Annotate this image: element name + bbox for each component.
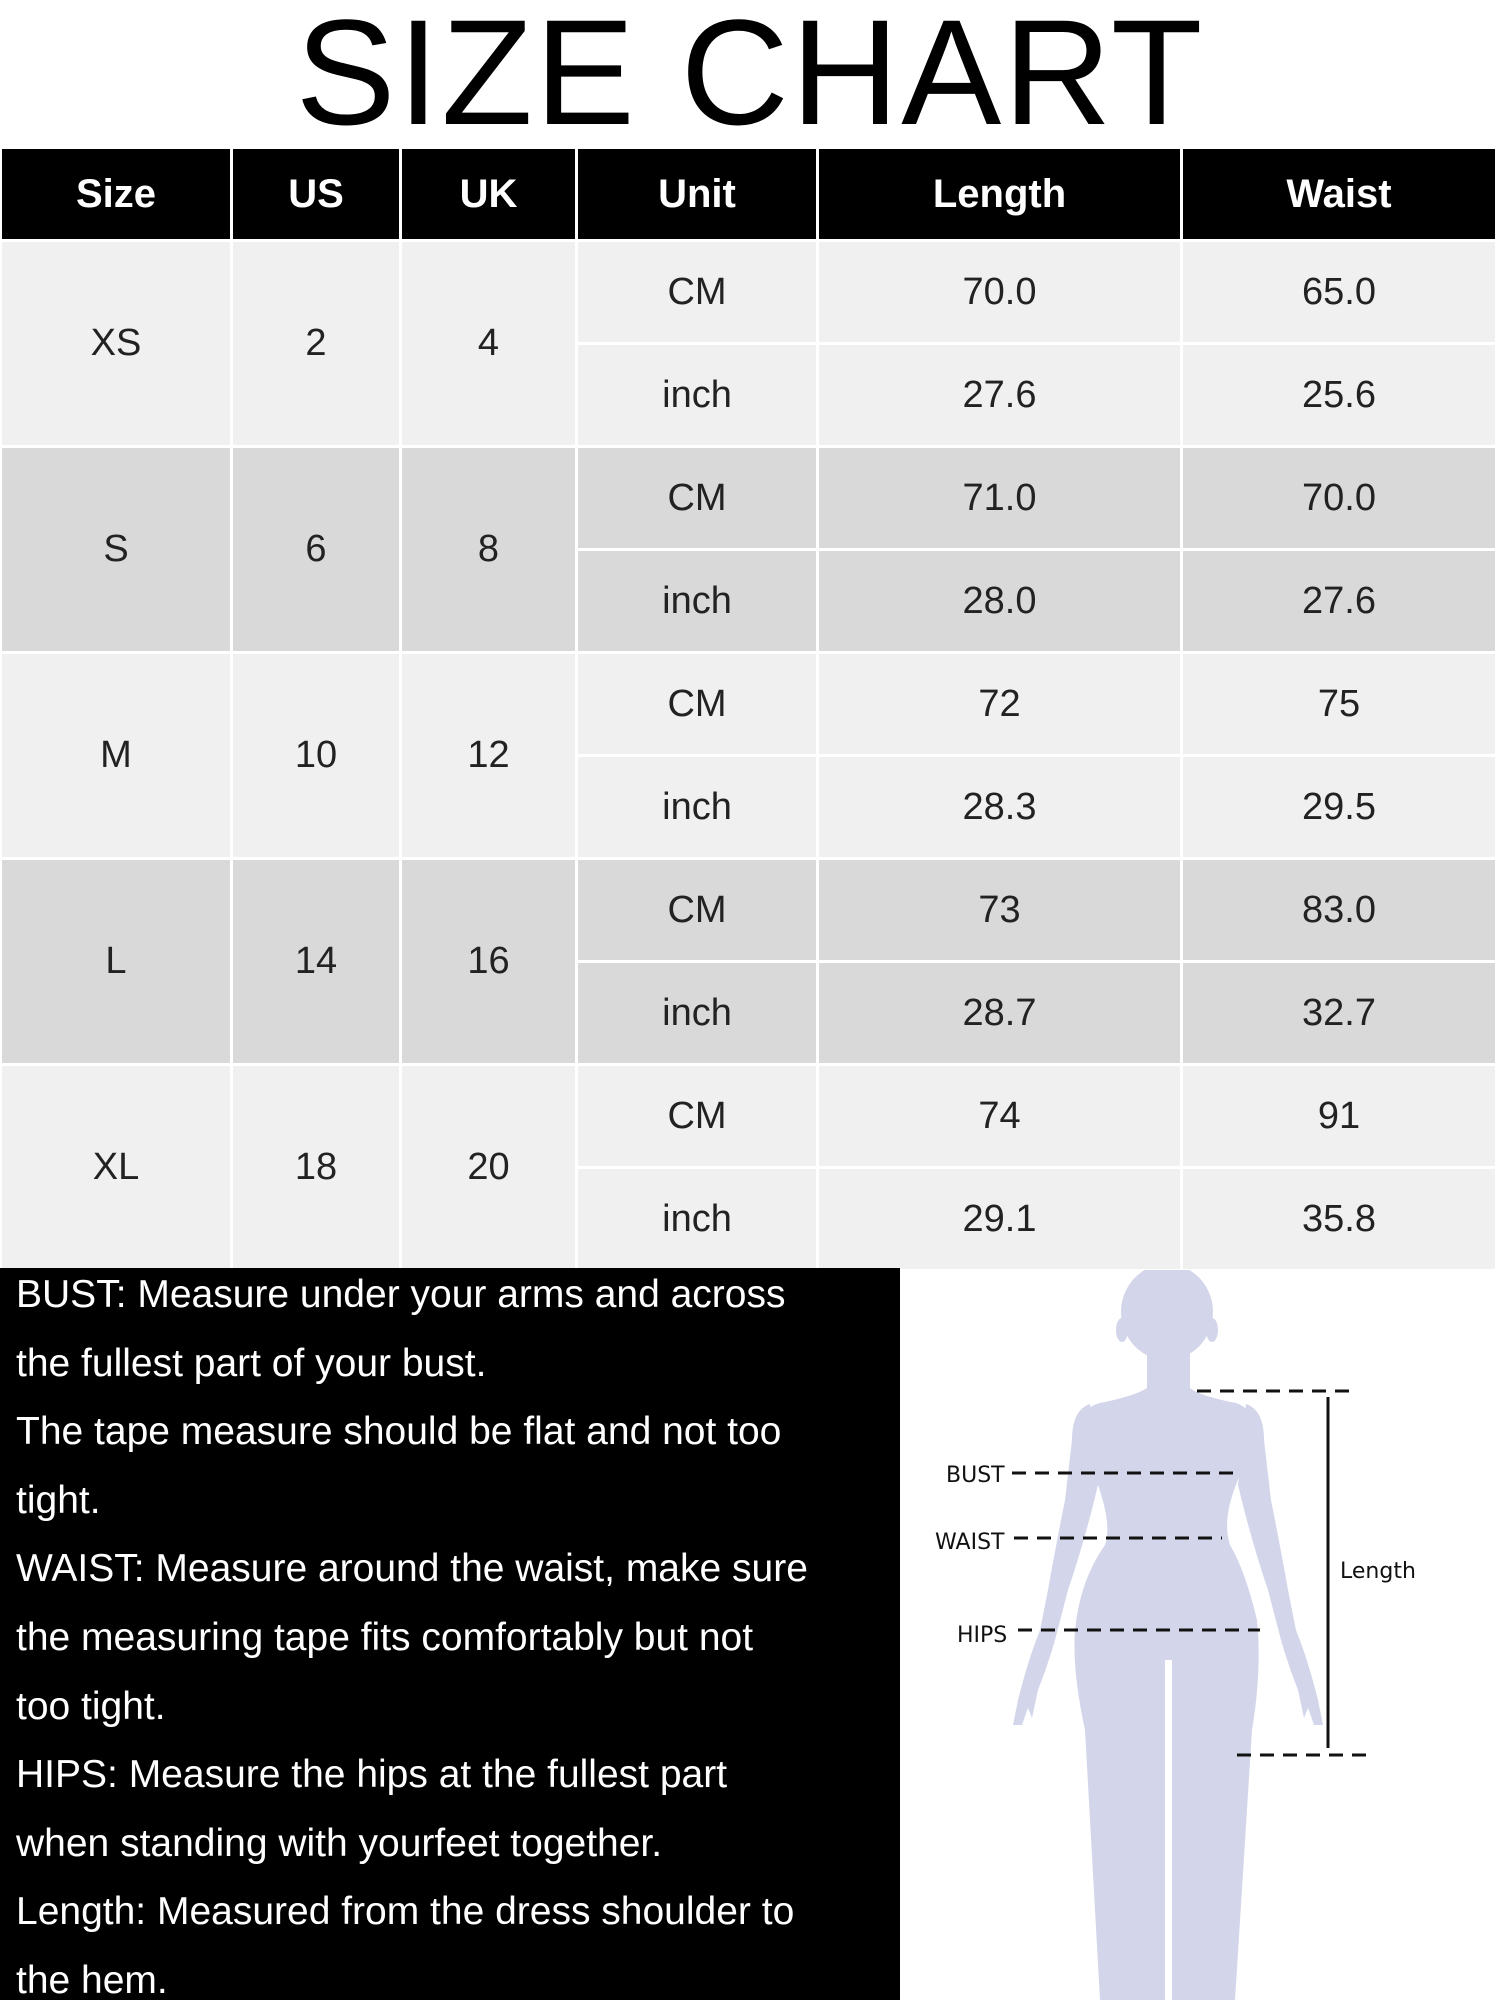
cell-size: XS [2,242,230,445]
cell-cm-length: 71.0 [819,448,1180,548]
cell-inch-unit: inch [578,1169,816,1269]
instruction-line: the measuring tape fits comfortably but … [16,1616,754,1659]
cell-cm-waist: 75 [1183,654,1495,754]
cell-uk: 20 [402,1066,575,1269]
cell-size: S [2,448,230,651]
cell-cm-length: 72 [819,654,1180,754]
body-silhouette-icon [1013,1270,1323,2000]
cell-inch-length: 28.0 [819,551,1180,651]
cell-inch-length: 28.3 [819,757,1180,857]
size-chart-table: Size US UK Unit Length Waist XS 2 4 CM 70.0 65.0 inc… [2,149,1498,1269]
cell-inch-length: 28.7 [819,963,1180,1063]
waist-label: WAIST [935,1530,1005,1555]
instruction-line: the hem. [16,1959,168,2002]
cell-us: 18 [233,1066,399,1269]
instruction-line: BUST: Measure under your arms and across [16,1273,786,1316]
cell-us: 6 [233,448,399,651]
cell-us: 14 [233,860,399,1063]
cell-us: 2 [233,242,399,445]
body-measurement-figure: BUST WAIST HIPS Length [935,1270,1416,2000]
cell-uk: 16 [402,860,575,1063]
cell-inch-waist: 25.6 [1183,345,1495,445]
length-label: Length [1340,1559,1416,1584]
cell-cm-unit: CM [578,242,816,342]
cell-inch-unit: inch [578,551,816,651]
measurement-instructions: BUST: Measure under your arms and across… [0,1268,900,2002]
cell-cm-unit: CM [578,1066,816,1166]
header-uk: UK [402,149,575,239]
page-title: SIZE CHART [295,0,1205,156]
header-length: Length [819,149,1180,239]
cell-inch-waist: 35.8 [1183,1169,1495,1269]
header-size: Size [2,149,230,239]
instruction-line: too tight. [16,1684,166,1728]
cell-cm-length: 74 [819,1066,1180,1166]
cell-inch-unit: inch [578,345,816,445]
instruction-line: HIPS: Measure the hips at the fullest pa… [16,1753,728,1797]
cell-uk: 4 [402,242,575,445]
instruction-line: tight. [16,1478,101,1522]
cell-cm-unit: CM [578,860,816,960]
bust-label: BUST [946,1463,1005,1488]
cell-cm-unit: CM [578,654,816,754]
header-unit: Unit [578,149,816,239]
hips-label: HIPS [957,1623,1007,1648]
cell-inch-waist: 27.6 [1183,551,1495,651]
cell-uk: 8 [402,448,575,651]
cell-uk: 12 [402,654,575,857]
cell-cm-length: 70.0 [819,242,1180,342]
cell-cm-waist: 70.0 [1183,448,1495,548]
cell-inch-length: 27.6 [819,345,1180,445]
cell-size: M [2,654,230,857]
header-us: US [233,149,399,239]
cell-cm-waist: 83.0 [1183,860,1495,960]
cell-cm-length: 73 [819,860,1180,960]
cell-cm-waist: 65.0 [1183,242,1495,342]
cell-inch-length: 29.1 [819,1169,1180,1269]
cell-inch-waist: 29.5 [1183,757,1495,857]
instruction-line: WAIST: Measure around the waist, make su… [16,1547,808,1591]
cell-cm-waist: 91 [1183,1066,1495,1166]
cell-inch-unit: inch [578,963,816,1063]
cell-inch-waist: 32.7 [1183,963,1495,1063]
cell-size: L [2,860,230,1063]
cell-inch-unit: inch [578,757,816,857]
cell-size: XL [2,1066,230,1269]
instruction-line: the fullest part of your bust. [16,1341,487,1385]
instruction-line: The tape measure should be flat and not … [16,1410,782,1454]
instruction-line: Length: Measured from the dress shoulder… [16,1890,795,1934]
header-waist: Waist [1183,149,1495,239]
cell-cm-unit: CM [578,448,816,548]
instruction-line: when standing with yourfeet together. [16,1821,663,1865]
cell-us: 10 [233,654,399,857]
